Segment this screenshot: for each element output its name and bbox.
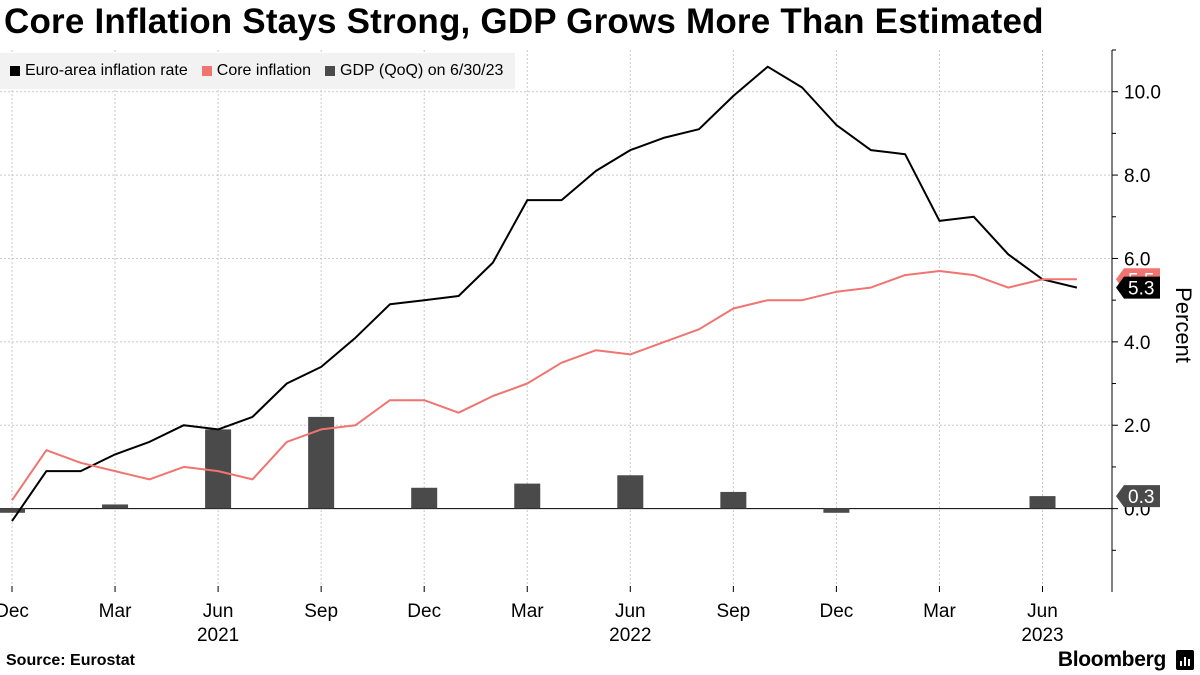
y-tick-label: 4.0 bbox=[1124, 333, 1150, 354]
end-label-tag bbox=[1116, 276, 1160, 299]
gdp-bar bbox=[823, 508, 850, 513]
x-tick-label: Jun bbox=[1027, 601, 1058, 622]
gdp-bar bbox=[617, 475, 644, 509]
legend: Euro-area inflation rate Core inflation … bbox=[0, 53, 516, 89]
x-tick-label: Mar bbox=[923, 601, 956, 622]
legend-label: Euro-area inflation rate bbox=[25, 62, 188, 79]
y-tick-label: 8.0 bbox=[1124, 166, 1150, 187]
y-axis-label: Percent bbox=[1171, 287, 1196, 363]
gdp-bar bbox=[205, 429, 232, 509]
x-tick-label: Mar bbox=[99, 601, 132, 622]
x-tick-label: Dec bbox=[407, 601, 441, 622]
chart-title: Core Inflation Stays Strong, GDP Grows M… bbox=[4, 2, 1044, 41]
x-year-label: 2022 bbox=[609, 625, 651, 646]
gdp-bar bbox=[102, 504, 129, 509]
legend-label: Core inflation bbox=[216, 62, 312, 79]
core-inflation-line bbox=[11, 270, 1077, 501]
y-tick-label: 2.0 bbox=[1124, 416, 1150, 437]
x-axis: Dec Mar Jun 2021 Sep Dec Mar Jun 2022 Sep Dec Mar Ju… bbox=[0, 586, 1064, 646]
headline-inflation-line bbox=[11, 65, 1078, 522]
legend-item-gdp: GDP (QoQ) on 6/30/23 bbox=[325, 62, 503, 80]
legend-item-headline: Euro-area inflation rate bbox=[10, 62, 188, 80]
end-labels: 5.55.30.3 bbox=[1116, 268, 1160, 508]
x-tick-label: Sep bbox=[716, 601, 750, 622]
gdp-bar bbox=[0, 508, 25, 513]
x-tick-label: Mar bbox=[511, 601, 544, 622]
gdp-bar bbox=[720, 491, 747, 509]
series-lines bbox=[11, 65, 1078, 522]
gdp-bar bbox=[411, 487, 438, 509]
x-tick-label: Dec bbox=[820, 601, 854, 622]
gdp-bar bbox=[514, 483, 541, 509]
grid-lines bbox=[0, 50, 1112, 592]
end-label-value: 5.3 bbox=[1128, 279, 1154, 300]
end-label-value: 0.3 bbox=[1128, 487, 1154, 508]
gdp-bar bbox=[308, 416, 335, 509]
x-tick-label: Jun bbox=[615, 601, 646, 622]
y-tick-label: 10.0 bbox=[1124, 83, 1161, 104]
gdp-bar bbox=[1029, 496, 1056, 509]
x-tick-label: Dec bbox=[0, 601, 29, 622]
legend-label: GDP (QoQ) on 6/30/23 bbox=[340, 62, 504, 79]
end-label-tag bbox=[1116, 485, 1160, 508]
brand-logo-text: Bloomberg bbox=[1057, 648, 1166, 671]
legend-swatch bbox=[201, 66, 212, 76]
source-note: Source: Eurostat bbox=[6, 652, 135, 669]
legend-swatch bbox=[325, 66, 336, 76]
x-tick-label: Jun bbox=[203, 601, 234, 622]
legend-swatch bbox=[10, 66, 20, 76]
y-axis: 0.02.04.06.08.010.0 bbox=[1111, 49, 1161, 592]
y-tick-label: 6.0 bbox=[1124, 249, 1150, 270]
bloomberg-mark-icon bbox=[1176, 650, 1194, 670]
x-tick-label: Sep bbox=[304, 601, 338, 622]
x-year-label: 2023 bbox=[1021, 625, 1063, 646]
legend-item-core: Core inflation bbox=[201, 62, 312, 80]
x-year-label: 2021 bbox=[197, 625, 239, 646]
